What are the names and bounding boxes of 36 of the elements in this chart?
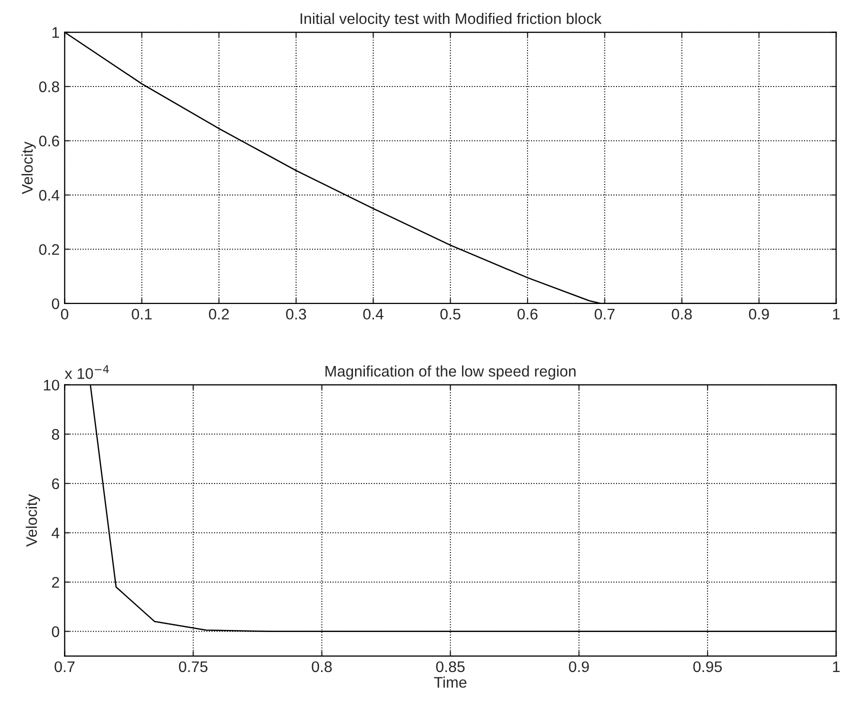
y-tick-label: 6 — [52, 478, 60, 490]
x-tick-label: 0.9 — [748, 308, 769, 320]
x-tick-label: 0.7 — [54, 661, 75, 672]
x-tick-label: 1 — [833, 308, 840, 320]
x-tick-label: 0.7 — [594, 308, 615, 320]
y-tick-label: 0.2 — [39, 244, 60, 255]
y-axis-title: Velocity — [26, 494, 40, 547]
y-tick-label: 10 — [44, 380, 60, 391]
x-tick-label: 0.8 — [312, 661, 332, 672]
x-tick-label: 0.1 — [132, 308, 152, 320]
y-tick-label: 0 — [52, 298, 60, 310]
x-tick-label: 0.3 — [286, 308, 306, 320]
y-tick-label: 0.4 — [39, 190, 60, 201]
x-tick-label: 0 — [61, 308, 68, 320]
x-tick-label: 0.6 — [518, 308, 538, 320]
x-tick-label: 0.8 — [672, 308, 692, 320]
x-tick-label: 0.2 — [208, 308, 229, 320]
y-tick-label: 0 — [52, 626, 60, 638]
y-tick-label: 1 — [52, 27, 60, 38]
x-axis-title: Time — [434, 676, 466, 688]
y-tick-label: 4 — [52, 528, 60, 538]
y-tick-label: 0.6 — [39, 136, 60, 146]
y-tick-label: 0.8 — [39, 81, 60, 92]
text: x 10$^{−4}$ — [64, 365, 109, 380]
x-tick-label: 0.85 — [436, 661, 465, 672]
x-tick-label: 0.95 — [693, 661, 722, 672]
y-tick-label: 8 — [52, 429, 60, 440]
chart-title: Magnification of the low speed region — [326, 365, 576, 380]
x-tick-label: 0.5 — [440, 308, 460, 320]
x-tick-label: 0.4 — [363, 308, 384, 320]
x-tick-label: 0.9 — [568, 661, 589, 672]
x-tick-label: 1 — [833, 661, 840, 672]
y-axis-title: Velocity — [22, 142, 36, 194]
chart-title: Initial velocity test with Modified friction block — [300, 12, 602, 28]
y-tick-label: 2 — [52, 576, 60, 588]
x-tick-label: 0.75 — [178, 661, 208, 672]
